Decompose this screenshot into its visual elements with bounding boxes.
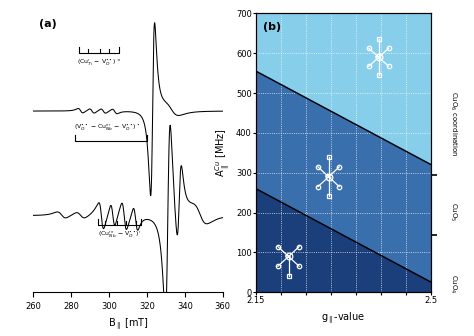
Polygon shape — [256, 71, 431, 282]
Text: Cu: Cu — [375, 55, 382, 60]
Text: Cu: Cu — [325, 174, 332, 179]
Polygon shape — [256, 13, 431, 165]
Text: CuO$_5$: CuO$_5$ — [448, 202, 458, 221]
Text: (b): (b) — [263, 22, 281, 32]
Text: CuO$_6$ coordination: CuO$_6$ coordination — [448, 91, 458, 157]
Text: (V$_O^{\bullet\bullet}$ − Cu$_{Nb}^{\prime\prime\prime}$ − V$_O^{\bullet\bullet}: (V$_O^{\bullet\bullet}$ − Cu$_{Nb}^{\pri… — [74, 123, 140, 133]
Polygon shape — [256, 189, 431, 292]
Y-axis label: A$_{\parallel}^{Cu}$ [MHz]: A$_{\parallel}^{Cu}$ [MHz] — [214, 128, 233, 177]
Text: CuO$_4$: CuO$_4$ — [448, 274, 458, 294]
X-axis label: B$_\parallel$ [mT]: B$_\parallel$ [mT] — [108, 317, 148, 333]
X-axis label: g$_{\parallel}$-value: g$_{\parallel}$-value — [321, 311, 366, 327]
Text: (Cu$_{Nb}^{\prime\prime\prime}$ − V$_O^{\bullet\bullet}$)$^\prime$: (Cu$_{Nb}^{\prime\prime\prime}$ − V$_O^{… — [98, 229, 141, 240]
Text: (a): (a) — [39, 19, 56, 29]
Text: (Cu$_{Ti}^{\prime}$ − V$_O^{\bullet\bullet}$)$^\times$: (Cu$_{Ti}^{\prime}$ − V$_O^{\bullet\bull… — [76, 57, 121, 68]
Text: Cu: Cu — [285, 254, 292, 259]
